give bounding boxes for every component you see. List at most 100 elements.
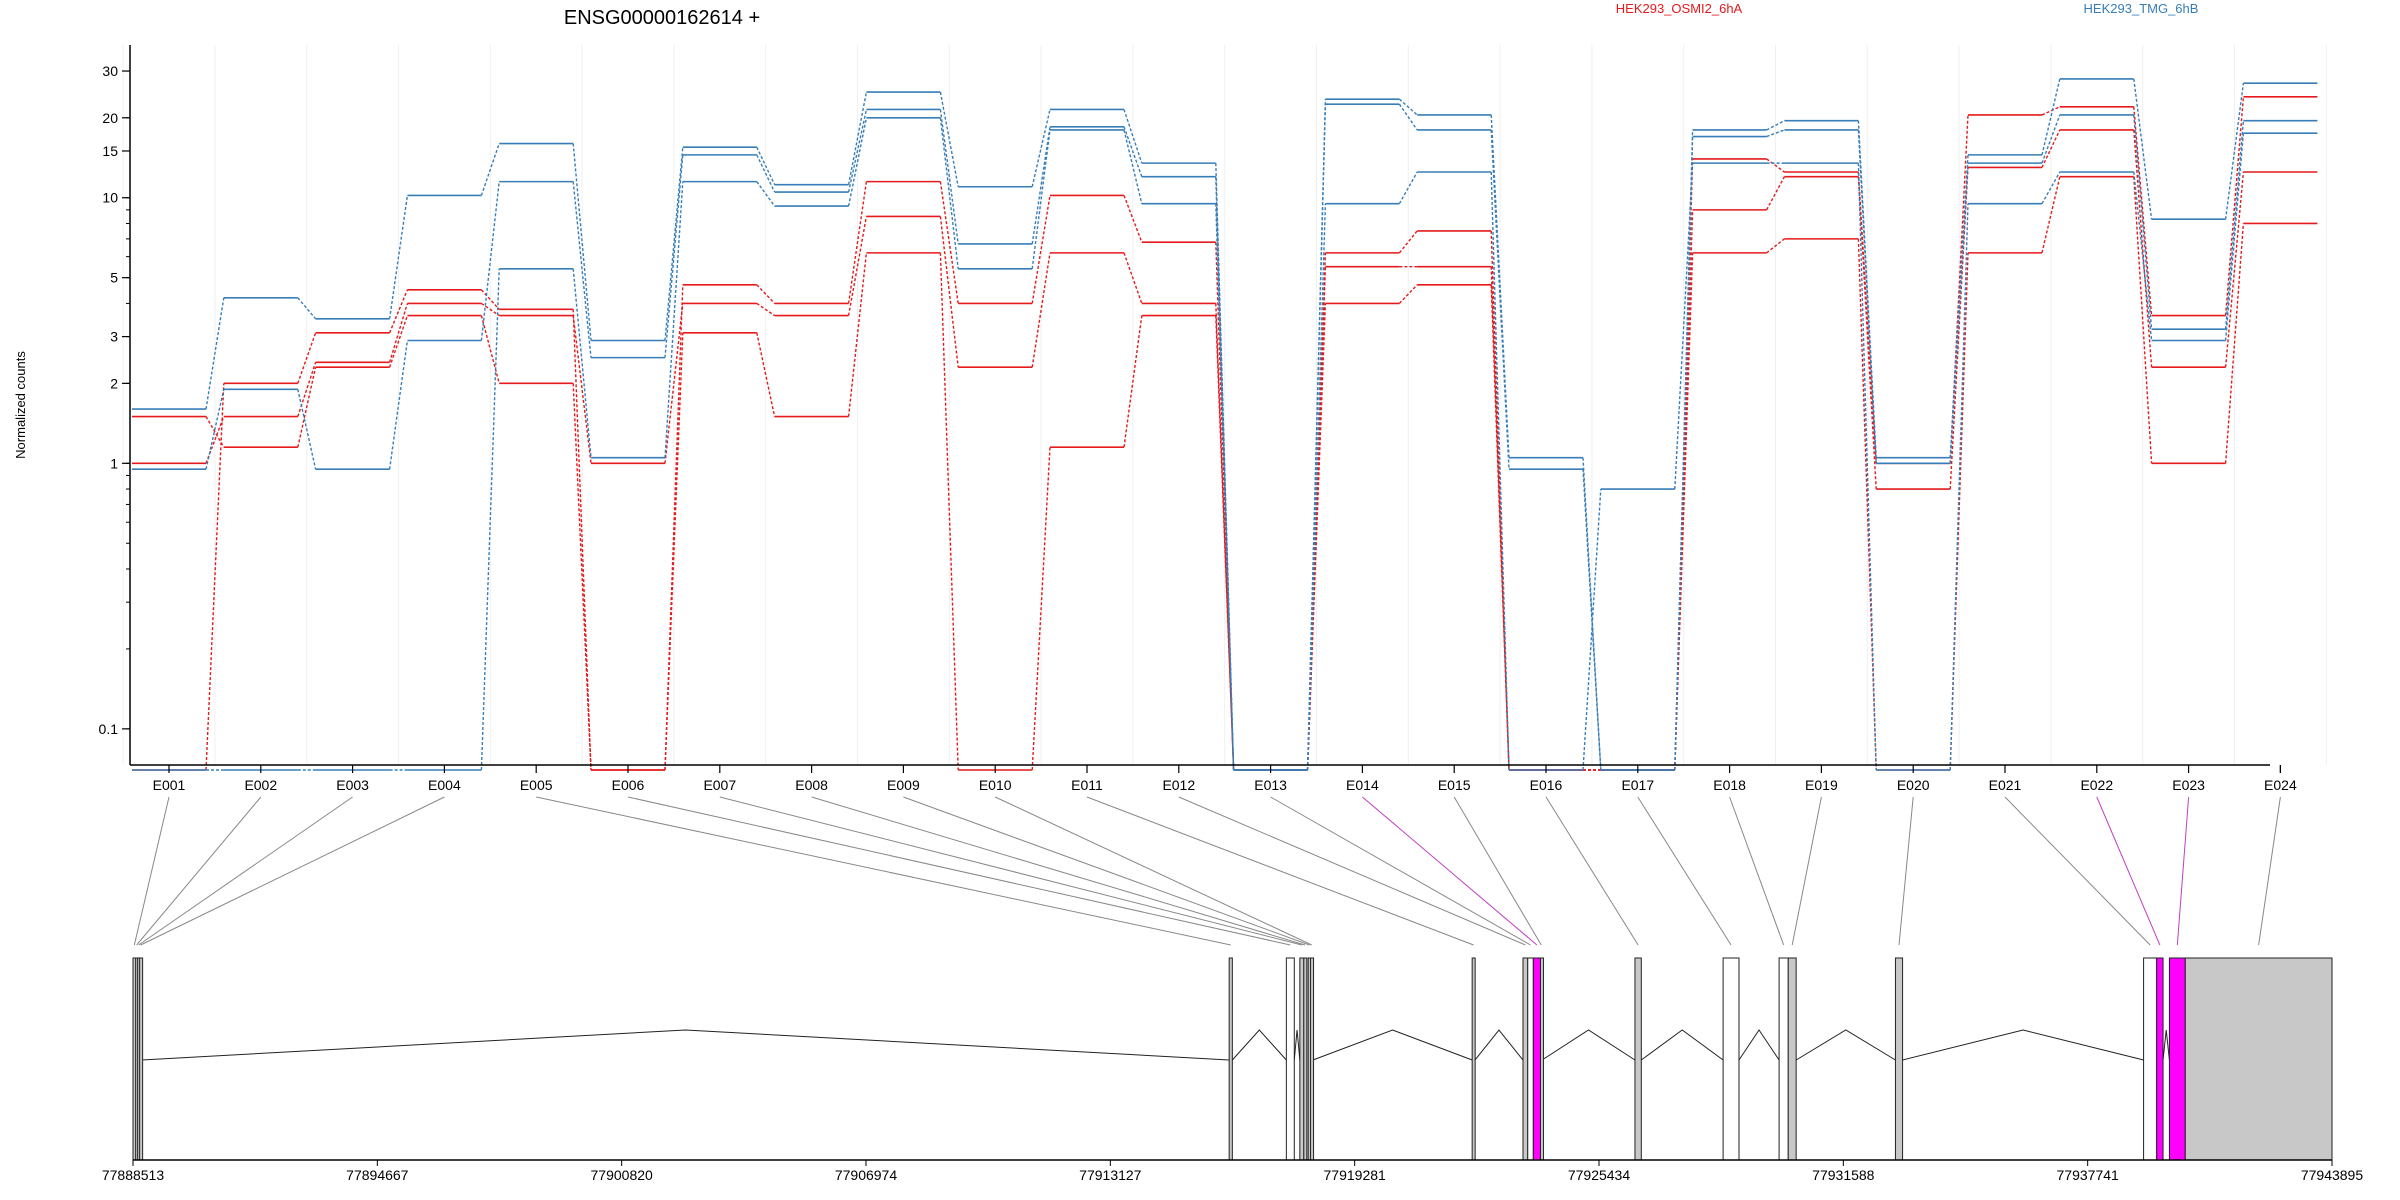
- series-connector: [939, 216, 959, 368]
- series-connector: [1674, 209, 1694, 771]
- series-connector: [1123, 109, 1143, 164]
- exon-connector: [1453, 796, 1542, 946]
- series-connector: [388, 289, 409, 334]
- series-connector: [847, 109, 868, 193]
- series-6: [132, 116, 2318, 771]
- intron-line: [1231, 1029, 1287, 1061]
- series-connector: [205, 416, 225, 464]
- exon-box-E012: [1522, 957, 1529, 1161]
- intron-line: [1902, 1029, 2144, 1061]
- series-connector: [1766, 120, 1785, 131]
- exon-box-E006: [1285, 957, 1295, 1161]
- series-connector: [297, 367, 317, 448]
- series-connector: [1765, 176, 1786, 211]
- series-connector: [480, 268, 500, 771]
- intron-line: [1641, 1029, 1724, 1061]
- exon-box-E024: [2184, 957, 2333, 1161]
- series-connector: [1857, 176, 1877, 490]
- series-connector: [1490, 266, 1510, 771]
- series-connector: [572, 383, 592, 771]
- series-connector: [1031, 447, 1051, 771]
- intron-line: [1795, 1029, 1896, 1061]
- series-5: [132, 103, 2318, 771]
- y-tick-label: 15: [102, 143, 118, 159]
- x-tick-label: E008: [795, 777, 828, 793]
- series-connector: [1031, 109, 1051, 187]
- x-tick-label: E018: [1713, 777, 1746, 793]
- series-connector: [1674, 136, 1694, 771]
- series-connector: [1857, 129, 1877, 464]
- exon-connector: [1729, 796, 1785, 946]
- exon-box-E022: [2156, 957, 2164, 1161]
- x-tick-label: E019: [1805, 777, 1838, 793]
- genome-tick-label: 77894667: [346, 1167, 409, 1183]
- exon-box-E005: [1228, 957, 1233, 1161]
- series-connector: [939, 252, 959, 771]
- x-tick-label: E013: [1254, 777, 1287, 793]
- series-connector: [297, 297, 317, 320]
- series-connector: [297, 389, 317, 470]
- exon-connector: [536, 796, 1231, 946]
- y-tick-label: 3: [110, 329, 118, 345]
- series-connector: [756, 332, 776, 417]
- exon-connector: [2096, 796, 2161, 946]
- exon-box-E016: [1634, 957, 1642, 1161]
- genome-tick-label: 77913127: [1079, 1167, 1142, 1183]
- series-connector: [1766, 129, 1785, 138]
- series-connector: [2041, 114, 2061, 164]
- series-connector: [388, 315, 409, 368]
- exon-box-E008: [1303, 957, 1308, 1161]
- x-tick-label: E012: [1162, 777, 1195, 793]
- genome-tick-label: 77931588: [1812, 1167, 1875, 1183]
- intron-line: [1312, 1029, 1473, 1061]
- intron-line: [1293, 1029, 1301, 1061]
- x-tick-label: E005: [520, 777, 553, 793]
- exon-connectors: [133, 796, 2281, 946]
- series-connector: [1857, 163, 1877, 771]
- series-2: [132, 129, 2318, 771]
- series-connector: [1674, 163, 1694, 490]
- series-connector: [2133, 171, 2153, 341]
- exon-connector: [1178, 796, 1526, 946]
- series-connector: [1398, 98, 1418, 116]
- series-connector: [572, 309, 592, 771]
- y-tick-label: 20: [102, 110, 118, 126]
- series-connector: [205, 383, 225, 771]
- x-tick-label: E011: [1071, 777, 1103, 793]
- legend-label-osmi2: HEK293_OSMI2_6hA: [1616, 1, 1743, 16]
- exon-connector: [1898, 796, 1914, 946]
- x-tick-label: E016: [1530, 777, 1563, 793]
- intron-line: [1474, 1029, 1524, 1061]
- y-tick-label: 5: [110, 270, 118, 286]
- series-connector: [480, 289, 500, 310]
- exon-connector: [903, 796, 1310, 946]
- x-tick-label: E024: [2264, 777, 2297, 793]
- y-tick-label: 2: [110, 375, 118, 391]
- series-connector: [297, 362, 317, 417]
- series-connector: [388, 303, 409, 363]
- x-tick-label: E007: [703, 777, 736, 793]
- exon-connector: [140, 796, 445, 946]
- series-connector: [1123, 126, 1143, 177]
- series-connector: [847, 117, 868, 207]
- exon-box-E011: [1471, 957, 1476, 1161]
- series-connector: [1949, 167, 1969, 490]
- series-connector: [1215, 315, 1235, 771]
- series-connector: [2224, 171, 2245, 368]
- series-connector: [1398, 171, 1418, 204]
- series-connector: [756, 284, 776, 304]
- series-3: [132, 175, 2318, 771]
- legend-label-tmg: HEK293_TMG_6hB: [2084, 1, 2199, 16]
- series-connector: [2224, 83, 2245, 220]
- series-connector: [1398, 284, 1418, 304]
- y-tick-label: 1: [110, 455, 118, 471]
- exon-box-E013: [1527, 957, 1534, 1161]
- series-connector: [205, 416, 225, 448]
- series-connector: [2041, 176, 2061, 254]
- exon-connector: [1791, 796, 1822, 946]
- genome-tick-label: 77937741: [2057, 1167, 2120, 1183]
- series-connector: [756, 154, 776, 193]
- exon-connector: [994, 796, 1312, 946]
- genome-tick-label: 77943895: [2301, 1167, 2364, 1183]
